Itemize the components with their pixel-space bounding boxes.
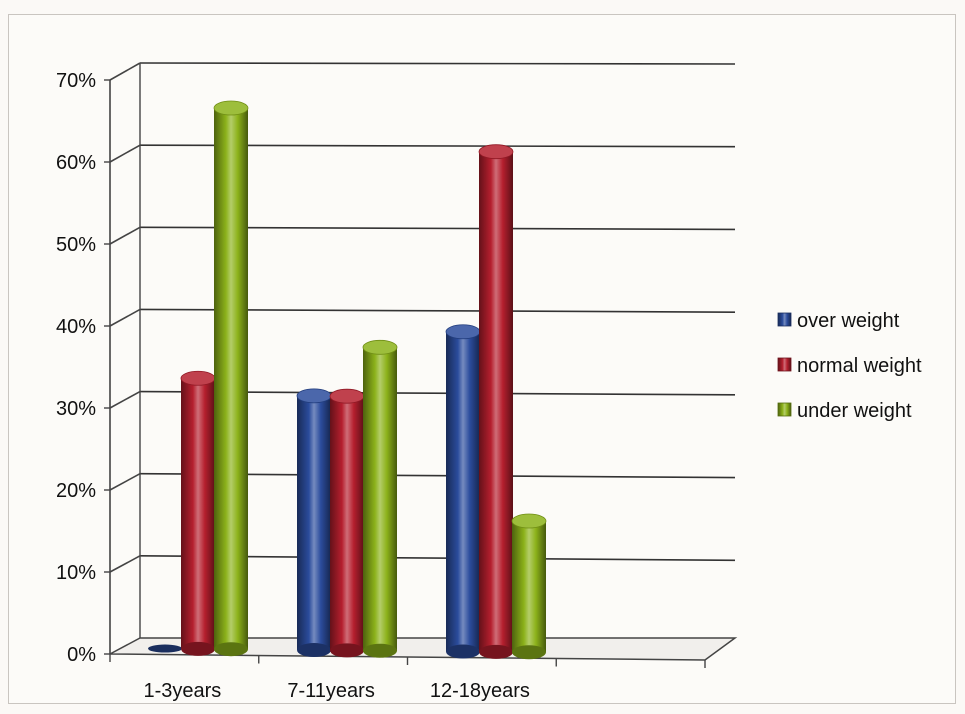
bar [330, 396, 364, 651]
legend-label: under weight [797, 400, 912, 422]
x-tick-label: 12-18years [430, 680, 530, 702]
bar-top [511, 513, 547, 529]
floor-plane [109, 637, 738, 661]
x-tick-label: 7-11years [287, 680, 374, 702]
bar-base [363, 643, 397, 658]
legend-swatch [777, 357, 792, 372]
legend-label: normal weight [797, 355, 922, 377]
bar [214, 108, 248, 650]
bar-top [213, 100, 249, 116]
y-axis-tick-labels: 0% 10% 20% 30% 40% 50% 60% 70% [56, 70, 96, 666]
bar-top [445, 324, 481, 340]
legend-item: normal weight [777, 355, 922, 377]
bar-base [330, 643, 364, 658]
gridline-side [109, 390, 141, 409]
bar-top [296, 388, 332, 404]
x-axis-category-labels: 1-3years 7-11years 12-18years [143, 680, 529, 702]
legend-swatch [777, 312, 792, 327]
y-tick-label: 60% [56, 152, 96, 174]
axes [104, 63, 706, 668]
y-tick-label: 40% [56, 316, 96, 338]
bars [148, 100, 547, 660]
chart-floor [109, 637, 738, 661]
bar [181, 378, 215, 649]
legend-item: over weight [777, 310, 900, 332]
bar-top [362, 339, 398, 355]
bar [297, 395, 331, 651]
bar-base [446, 644, 480, 659]
bar-top [478, 144, 514, 160]
y-tick-label: 10% [56, 562, 96, 584]
legend: over weight normal weight under weight [777, 310, 922, 422]
legend-label: over weight [797, 310, 900, 332]
y-tick-label: 50% [56, 234, 96, 256]
bar [446, 331, 480, 652]
legend-swatch [777, 402, 792, 417]
bar [512, 521, 546, 653]
y-tick-label: 0% [67, 644, 96, 666]
gridline-side [109, 62, 141, 81]
y-tick-label: 70% [56, 70, 96, 92]
legend-item: under weight [777, 400, 912, 422]
bar-base [479, 644, 513, 659]
y-tick-label: 30% [56, 398, 96, 420]
bar [363, 347, 397, 651]
bar-base [512, 645, 546, 660]
bar [148, 644, 182, 653]
bar-base [297, 643, 331, 658]
gridline-side [109, 473, 141, 491]
bar-base [214, 642, 248, 657]
gridline [139, 62, 736, 65]
bar-top [180, 370, 216, 386]
bar [479, 151, 513, 652]
gridline-side [109, 308, 141, 327]
x-tick-label: 1-3years [143, 680, 221, 702]
y-tick-label: 20% [56, 480, 96, 502]
bar-top [329, 388, 365, 404]
gridline-side [109, 144, 141, 163]
bar-base [181, 641, 215, 656]
gridline-side [109, 226, 141, 245]
gridline-side [109, 555, 141, 573]
